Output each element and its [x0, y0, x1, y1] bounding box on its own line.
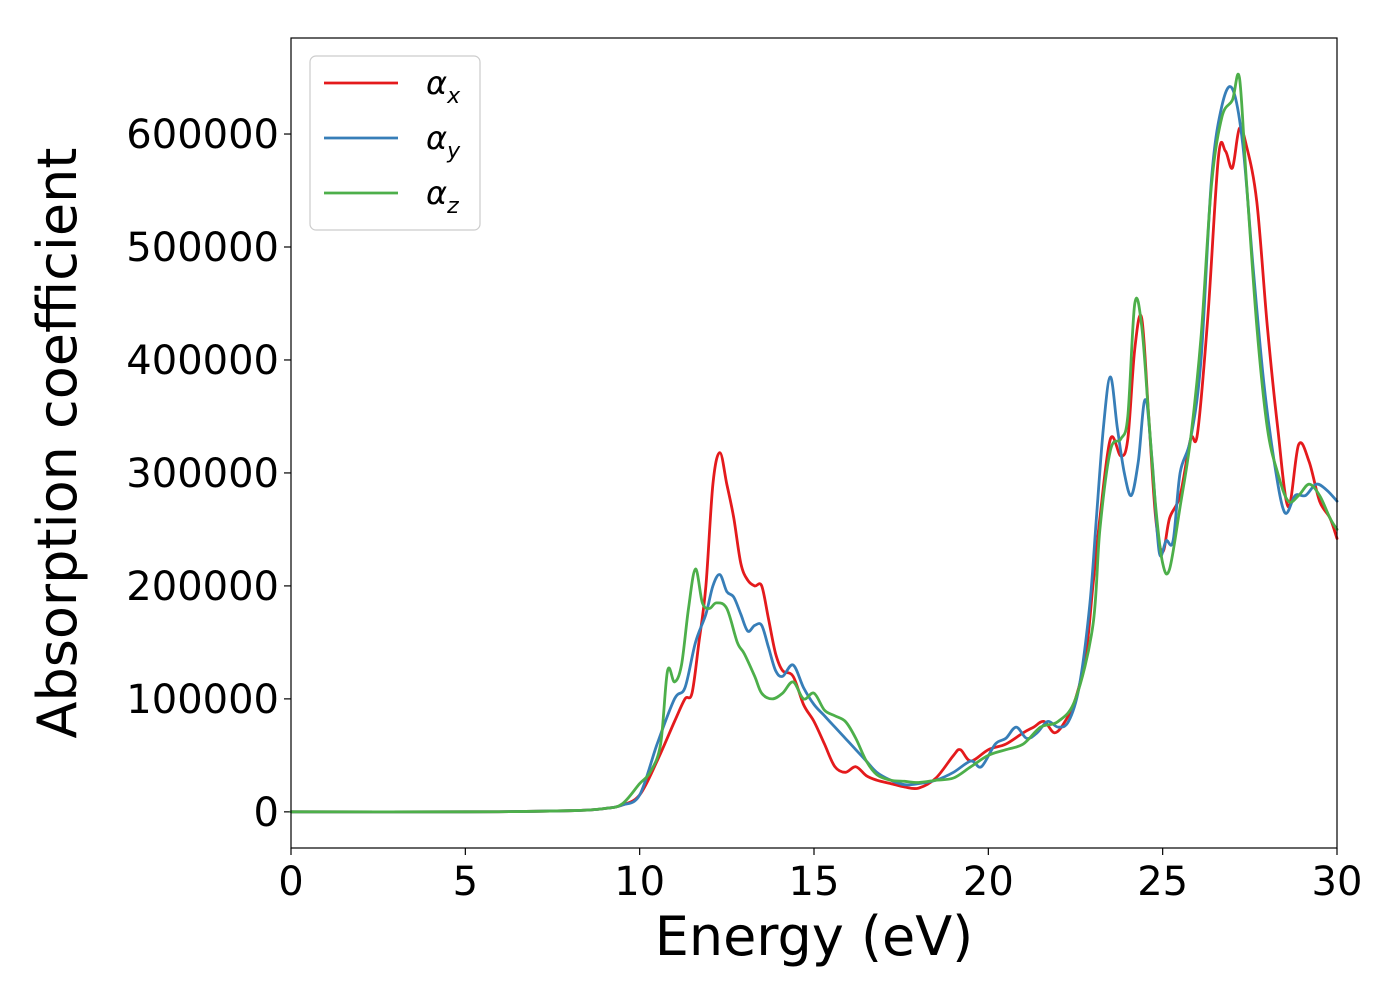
x-tick-label: 25 — [1137, 859, 1188, 905]
x-tick-label: 10 — [614, 859, 665, 905]
y-tick-label: 600000 — [126, 112, 279, 158]
legend-subscript: y — [446, 139, 461, 164]
legend-box — [309, 55, 481, 231]
series-line-alpha-x — [289, 126, 1339, 814]
series-layer — [289, 73, 1339, 814]
legend-symbol: α — [426, 119, 447, 157]
y-tick-label: 400000 — [126, 338, 279, 384]
plot-frame — [290, 37, 1338, 849]
legend-symbol: α — [426, 64, 447, 102]
x-tick-label: 0 — [278, 859, 303, 905]
x-tick-label: 15 — [789, 859, 840, 905]
x-tick-label: 30 — [1312, 859, 1363, 905]
legend-label-alpha-z: αz — [426, 174, 459, 219]
legend-subscript: x — [446, 84, 461, 109]
legend-subscript: z — [446, 194, 459, 219]
y-axis-title: Absorption coefficient — [26, 148, 89, 739]
y-tick-label: 0 — [254, 790, 279, 836]
x-tick-label: 20 — [963, 859, 1014, 905]
legend-symbol: α — [426, 174, 447, 212]
x-axis-title: Energy (eV) — [655, 905, 974, 968]
y-tick-label: 200000 — [126, 564, 279, 610]
y-tick-label: 300000 — [126, 451, 279, 497]
y-tick-label: 100000 — [126, 677, 279, 723]
legend-label-alpha-y: αy — [426, 119, 461, 164]
y-tick-label: 500000 — [126, 225, 279, 271]
x-tick-label: 5 — [453, 859, 478, 905]
series-line-alpha-z — [289, 73, 1339, 814]
legend-label-alpha-x: αx — [426, 64, 461, 109]
ticks-layer: 0 5 10 15 20 25 30 0 100000 200000 300000 400000 500… — [126, 112, 1362, 905]
